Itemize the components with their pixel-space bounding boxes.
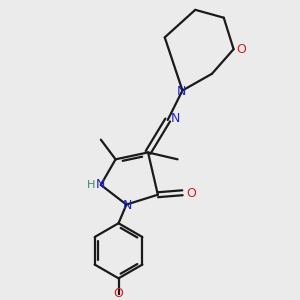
Text: N: N	[177, 85, 186, 98]
Text: H: H	[87, 180, 95, 190]
Text: O: O	[236, 43, 246, 56]
Text: N: N	[96, 178, 106, 191]
Text: O: O	[114, 286, 124, 300]
Text: N: N	[123, 199, 132, 212]
Text: N: N	[171, 112, 180, 124]
Text: O: O	[186, 187, 196, 200]
